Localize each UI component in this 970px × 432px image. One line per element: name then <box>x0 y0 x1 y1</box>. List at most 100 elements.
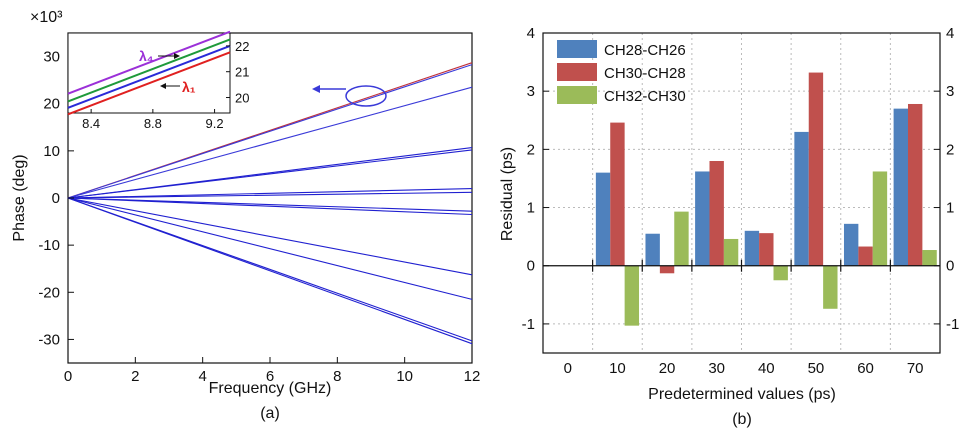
bar-ch28-ch26-70 <box>893 108 908 266</box>
y-axis-label-a: Phase (deg) <box>11 154 28 241</box>
grid-b <box>543 32 940 353</box>
bar-ch32-ch30-10 <box>624 265 640 326</box>
y-tick-label-a-2: -10 <box>38 237 60 254</box>
legend-label-1: CH30-CH28 <box>604 65 686 82</box>
legend-swatch-0 <box>557 40 597 58</box>
series-line-a-10 <box>67 197 473 300</box>
y-tick-label-right-b-0: -1 <box>946 316 959 333</box>
x-axis-label-a: Frequency (GHz) <box>209 380 332 397</box>
x-tick-label-b-1: 10 <box>609 360 626 377</box>
bars-b <box>595 72 937 326</box>
y-multiplier-label: ×10³ <box>30 9 63 26</box>
inset-line-1 <box>67 38 231 103</box>
y-tick-label-a-5: 20 <box>43 96 60 113</box>
x-tick-label-a-2: 4 <box>198 368 206 385</box>
bar-ch32-ch30-20 <box>674 211 689 266</box>
bar-ch30-ch28-40 <box>759 233 774 266</box>
inset-line-2 <box>67 44 231 109</box>
y-tick-label-right-b-2: 1 <box>946 200 954 217</box>
x-tick-label-b-6: 60 <box>857 360 874 377</box>
chart-a: 0 2 4 6 8 10 12 -30 -20 -10 0 10 20 30 ×10³ Frequency… <box>11 9 480 422</box>
bar-ch30-ch28-10 <box>610 122 625 266</box>
x-tick-label-b-4: 40 <box>758 360 775 377</box>
inset-arrowhead-lambda1 <box>160 83 166 89</box>
x-tick-label-b-0: 0 <box>564 360 572 377</box>
legend-label-2: CH32-CH30 <box>604 88 686 105</box>
bar-ch28-ch26-20 <box>645 233 660 266</box>
series-lines-a <box>67 62 473 345</box>
y-tick-label-a-3: 0 <box>52 190 60 207</box>
y-tick-label-right-b-5: 4 <box>946 25 954 42</box>
bar-ch32-ch30-60 <box>872 171 888 266</box>
panel-label-a: (a) <box>260 405 280 422</box>
x-tick-label-a-4: 8 <box>333 368 341 385</box>
inset-x-tick-label-0: 8.4 <box>82 116 100 131</box>
bar-ch30-ch28-70 <box>907 103 923 266</box>
series-line-a-2 <box>67 86 473 199</box>
axis-ticks-b: 0 10 20 30 40 50 60 70 -1 -1 0 0 1 1 2 2 3 3 4 4 <box>522 25 960 377</box>
series-line-a-8 <box>67 197 473 216</box>
bar-ch30-ch28-60 <box>858 246 873 266</box>
plot-area-b <box>542 32 941 354</box>
y-tick-label-b-2: 1 <box>527 200 535 217</box>
series-line-a-1 <box>67 64 473 199</box>
bar-ch32-ch30-70 <box>922 250 937 266</box>
bar-ch28-ch26-10 <box>595 172 611 266</box>
series-line-a-12 <box>67 197 473 345</box>
x-tick-label-a-5: 10 <box>396 368 413 385</box>
bar-ch28-ch26-30 <box>695 171 710 266</box>
inset-series-lines <box>67 30 231 116</box>
y-tick-label-right-b-1: 0 <box>946 258 954 275</box>
legend-label-0: CH28-CH26 <box>604 42 686 59</box>
inset-x-tick-label-2: 9.2 <box>206 116 224 131</box>
bar-ch32-ch30-40 <box>773 265 788 281</box>
x-tick-label-b-2: 20 <box>659 360 676 377</box>
series-line-a-9 <box>67 197 473 276</box>
inset-line-3 <box>67 51 231 116</box>
x-axis-label-b: Predetermined values (ps) <box>648 386 836 403</box>
y-tick-label-b-3: 2 <box>527 141 535 158</box>
panel-label-b: (b) <box>732 411 752 428</box>
inset-y-tick-label-2: 22 <box>235 39 249 54</box>
y-tick-label-right-b-4: 3 <box>946 83 954 100</box>
inset-y-tick-label-1: 21 <box>235 65 249 80</box>
x-tick-label-b-5: 50 <box>808 360 825 377</box>
y-tick-label-b-0: -1 <box>522 316 535 333</box>
legend-b: CH28-CH26 CH30-CH28 CH32-CH30 <box>557 40 686 105</box>
inset-line-0 <box>67 30 231 95</box>
y-tick-label-a-0: -30 <box>38 331 60 348</box>
x-tick-label-a-1: 2 <box>131 368 139 385</box>
series-line-a-6 <box>67 191 473 199</box>
chart-b: 0 10 20 30 40 50 60 70-1 -10 01 12 23 34 4 CH28-CH26C… <box>499 25 959 428</box>
bar-ch28-ch26-60 <box>843 223 859 266</box>
y-tick-label-b-5: 4 <box>527 25 535 42</box>
y-tick-label-right-b-3: 2 <box>946 141 954 158</box>
inset-axis-ticks: 8.4 8.8 9.2 20 21 22 <box>82 39 249 131</box>
inset-x-tick-label-1: 8.8 <box>144 116 162 131</box>
y-tick-label-a-4: 10 <box>43 143 60 160</box>
zoom-arrowhead <box>312 85 320 93</box>
inset-y-tick-label-0: 20 <box>235 91 249 106</box>
y-tick-label-b-4: 3 <box>527 83 535 100</box>
series-line-a-4 <box>67 149 473 199</box>
bar-ch30-ch28-20 <box>659 265 675 274</box>
bar-ch32-ch30-30 <box>723 238 739 266</box>
axis-ticks-a: 0 2 4 6 8 10 12 -30 -20 -10 0 10 20 30 <box>38 49 480 385</box>
zoom-ellipse <box>345 85 387 107</box>
legend-swatch-2 <box>557 86 597 104</box>
series-line-a-5 <box>67 188 473 199</box>
bar-ch30-ch28-50 <box>808 72 824 266</box>
x-tick-label-b-3: 30 <box>708 360 725 377</box>
inset-arrowhead-lambda4 <box>174 53 180 59</box>
y-tick-label-a-1: -20 <box>38 284 60 301</box>
bar-ch30-ch28-30 <box>709 161 724 266</box>
x-tick-label-a-6: 12 <box>464 368 481 385</box>
x-tick-label-a-0: 0 <box>64 368 72 385</box>
inset-label-lambda1: λ₁ <box>182 79 196 95</box>
y-tick-label-a-6: 30 <box>43 49 60 66</box>
x-tick-label-a-3: 6 <box>266 368 274 385</box>
y-tick-label-b-1: 0 <box>527 258 535 275</box>
inset-background <box>67 32 231 114</box>
bar-ch28-ch26-50 <box>794 131 809 266</box>
